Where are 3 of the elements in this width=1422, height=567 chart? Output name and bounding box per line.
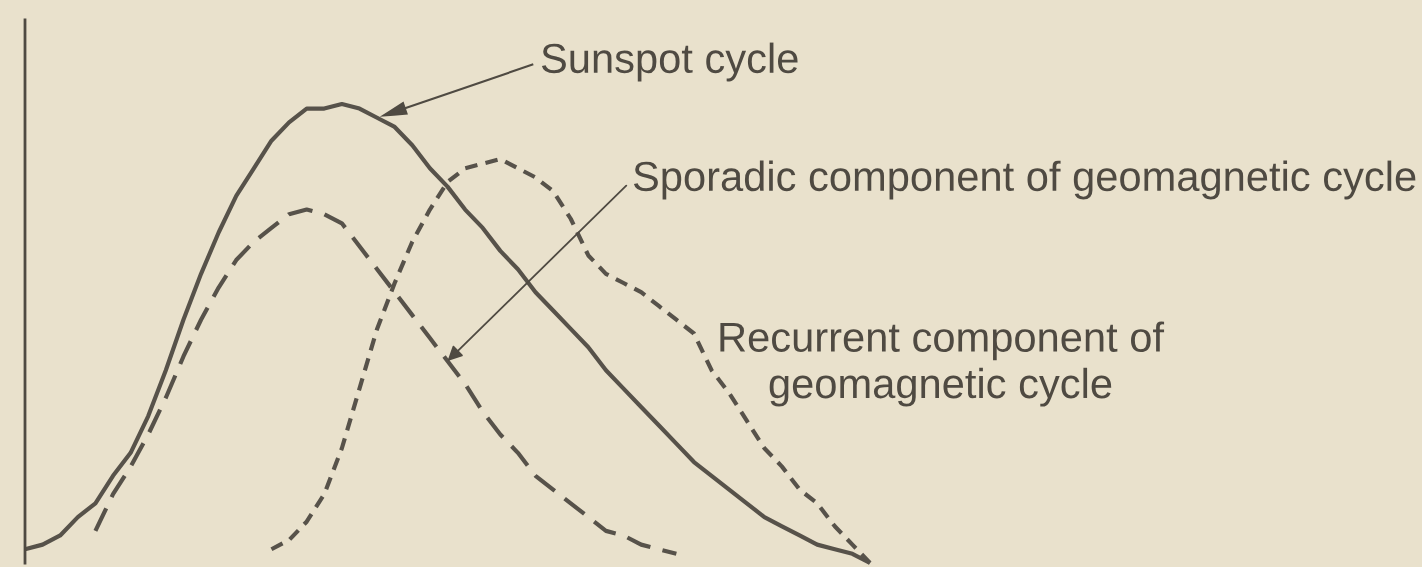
legend-label: Sunspot cycle (541, 42, 798, 82)
series-label: Recurrent component of geomagnetic cycle (720, 321, 1165, 407)
text: Sporadic component of geomagnetic cycle (633, 160, 1416, 200)
